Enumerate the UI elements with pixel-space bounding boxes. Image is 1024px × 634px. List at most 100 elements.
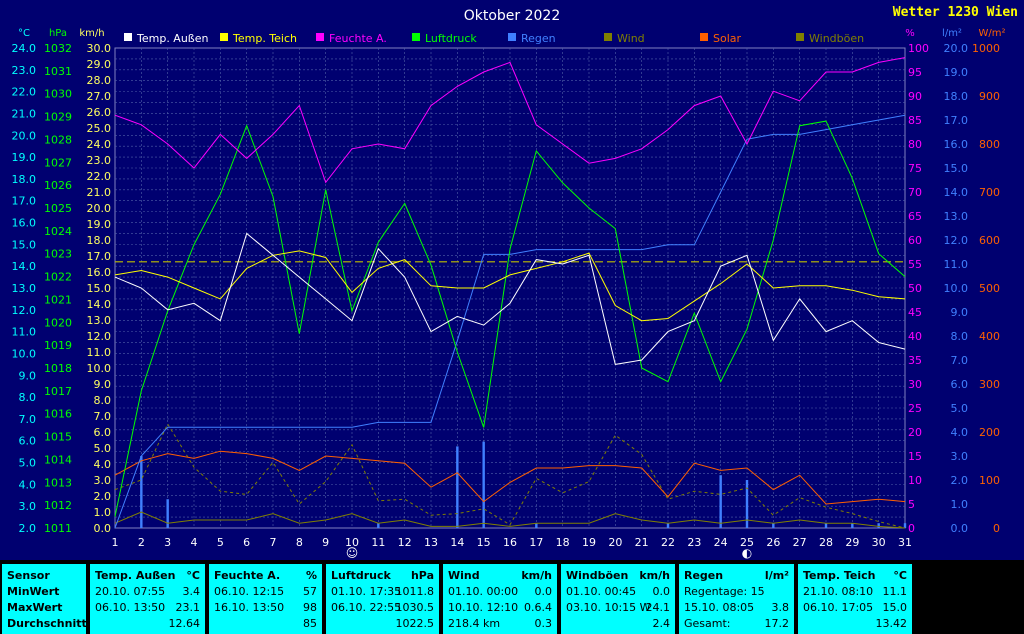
wind-tick-label: 19.0 [87,218,112,231]
day-tick-label: 15 [477,536,491,549]
rain-tick-label: 11.0 [944,258,969,271]
solar-tick-label: 1000 [972,42,1000,55]
day-tick-label: 3 [164,536,171,549]
day-tick-label: 23 [687,536,701,549]
wind-tick-label: 0.0 [94,522,112,535]
rain-tick-label: 5.0 [951,402,969,415]
summary-row-label: 01.10. 00:00 [448,585,519,598]
summary-row: 20.10. 07:55 3.4 [95,584,200,599]
pressure-tick-label: 1012 [44,499,72,512]
summary-panel-title: Regen [684,569,724,582]
wind-tick-label: 15.0 [87,282,112,295]
legend-label: Luftdruck [425,32,477,45]
pressure-tick-label: 1019 [44,339,72,352]
day-tick-label: 1 [112,536,119,549]
summary-panel-title: Temp. Außen [95,569,176,582]
pressure-tick-label: 1014 [44,453,72,466]
summary-row-value: 0.3 [534,617,553,630]
rain-unit-label: l/m² [942,28,962,39]
wind-tick-label: 3.0 [94,474,112,487]
humidity-tick-label: 30 [908,378,922,391]
solar-tick-label: 300 [979,378,1000,391]
summary-row-label: 06.10. 13:50 [95,601,166,614]
rain-tick-label: 4.0 [951,426,969,439]
summary-row-label: 01.10. 00:45 [566,585,637,598]
rain-tick-label: 1.0 [951,498,969,511]
summary-panel-6: Temp. Teich °C 21.10. 08:10 11.1 06.10. 17:0… [798,564,912,634]
temp-tick-label: 23.0 [12,64,37,77]
summary-row: 12.64 [95,616,201,631]
pressure-tick-label: 1021 [44,293,72,306]
wind-tick-label: 21.0 [87,186,112,199]
humidity-tick-label: 20 [908,426,922,439]
humidity-tick-label: 95 [908,66,922,79]
summary-row: 1022.5 [331,616,435,631]
summary-row: 01.10. 00:00 0.0 [448,584,552,599]
rain-tick-label: 10.0 [944,282,969,295]
temp-tick-label: 24.0 [12,42,37,55]
summary-panel-unit: % [305,569,317,582]
humidity-tick-label: 35 [908,354,922,367]
day-tick-label: 10 [345,536,359,549]
wind-tick-label: 1.0 [94,506,112,519]
rain-tick-label: 14.0 [944,186,969,199]
temp-tick-label: 14.0 [12,260,37,273]
summary-panel-unit: °C [893,569,907,582]
row-label-max: MaxWert [7,601,63,614]
series-line-windböen [114,422,906,529]
summary-row-value: 0.6.4 [524,601,552,614]
temp-tick-label: 15.0 [12,238,37,251]
rain-bar [745,480,749,528]
pressure-tick-label: 1029 [44,111,72,124]
wind-tick-label: 6.0 [94,426,112,439]
summary-row: 16.10. 13:50 98 [214,600,317,615]
day-tick-label: 11 [371,536,385,549]
summary-row-label: 06.10. 12:15 [214,585,285,598]
humidity-tick-label: 40 [908,330,922,343]
rain-tick-label: 20.0 [944,42,969,55]
pressure-tick-label: 1013 [44,476,72,489]
day-tick-label: 12 [398,536,412,549]
wind-tick-label: 17.0 [87,250,112,263]
wind-tick-label: 25.0 [87,122,112,135]
humidity-unit-label: % [905,28,915,39]
humidity-tick-label: 60 [908,234,922,247]
row-labels-panel: Sensor MinWert MaxWert Durchschnitt [2,564,87,634]
summary-panel-unit: l/m² [764,569,789,582]
temp-tick-label: 22.0 [12,86,37,99]
summary-row-value: 98 [303,601,317,614]
legend-swatch [316,33,324,41]
rain-tick-label: 18.0 [944,90,969,103]
legend-label: Feuchte A. [329,32,387,45]
legend-swatch [508,33,516,41]
pressure-tick-label: 1016 [44,408,72,421]
solar-tick-label: 400 [979,330,1000,343]
summary-row-label: 03.10. 10:15 W [566,601,651,614]
solar-tick-label: 800 [979,138,1000,151]
summary-row-value: 57 [303,585,317,598]
summary-row-label: Gesamt: [684,617,731,630]
wind-tick-label: 5.0 [94,442,112,455]
day-tick-label: 6 [243,536,250,549]
temp-tick-label: 17.0 [12,195,37,208]
summary-row-value: 2.4 [652,617,671,630]
legend-swatch [796,33,804,41]
summary-row: 10.10. 12:10 0.6.4 [448,600,552,615]
temp-tick-label: 6.0 [19,435,37,448]
temp-tick-label: 12.0 [12,304,37,317]
pressure-tick-label: 1030 [44,88,72,101]
summary-panel-3: Wind km/h 01.10. 00:00 0.0 10.10. 12:10 0.6.4… [443,564,557,634]
humidity-tick-label: 70 [908,186,922,199]
rain-bar [877,523,880,528]
pressure-tick-label: 1028 [44,133,72,146]
day-tick-label: 8 [296,536,303,549]
day-tick-label: 27 [793,536,807,549]
summary-row-value: 0.0 [534,585,553,598]
summary-row-value: 85 [303,617,317,630]
rain-bar [666,523,670,528]
chart-area: 2.0 3.0 4.0 5.0 6.0 7.0 8.0 9.0 10.0 11.0 12.0 13.0… [11,5,1018,560]
rain-tick-label: 12.0 [944,234,969,247]
day-tick-label: 26 [766,536,780,549]
wind-tick-label: 20.0 [87,202,112,215]
temp-tick-label: 20.0 [12,129,37,142]
